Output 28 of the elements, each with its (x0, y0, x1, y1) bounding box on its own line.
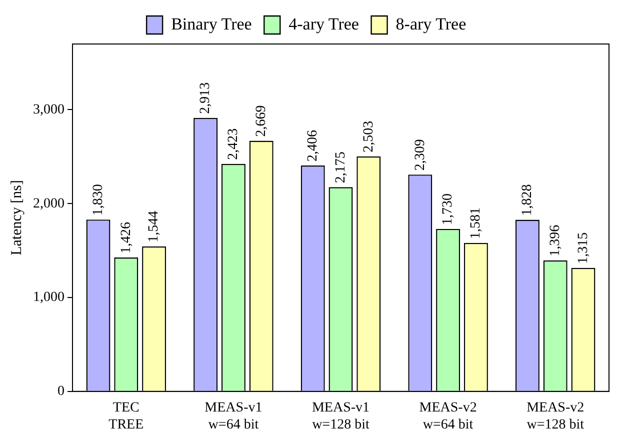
x-tick-label: TEC TREE (108, 400, 144, 432)
data-label: 1,830 (90, 184, 106, 216)
data-label: 1,730 (440, 193, 456, 225)
y-tick-label: 0 (58, 384, 64, 400)
legend-label: 4-ary Tree (288, 14, 359, 34)
data-label: 1,581 (468, 207, 484, 239)
data-label: 2,913 (198, 82, 214, 114)
legend-label: Binary Tree (171, 14, 252, 34)
data-label: 1,396 (548, 224, 564, 256)
data-label: 1,315 (576, 232, 591, 264)
legend-label: 8-ary Tree (396, 14, 466, 34)
data-label: 1,426 (118, 222, 134, 254)
y-tick-label: 1,000 (33, 290, 64, 306)
x-tick-label: MEAS-v1 w=64 bit (204, 400, 262, 432)
data-label: 1,544 (146, 210, 162, 242)
y-tick-label: 3,000 (33, 102, 64, 118)
data-label: 2,423 (226, 128, 242, 160)
data-label: 1,828 (520, 184, 536, 216)
data-label: 2,669 (254, 105, 270, 137)
data-label: 2,309 (412, 139, 428, 171)
data-label: 2,175 (333, 152, 348, 184)
y-tick-label: 2,000 (33, 196, 64, 212)
y-axis-title: Latency [ns] (8, 180, 25, 256)
x-tick-label: MEAS-v2 w=64 bit (419, 400, 477, 432)
data-label: 2,406 (306, 130, 321, 162)
data-label: 2,503 (361, 120, 376, 152)
x-tick-label: MEAS-v2 w=128 bit (526, 400, 584, 432)
x-tick-label: MEAS-v1 w=128 bit (312, 400, 370, 432)
